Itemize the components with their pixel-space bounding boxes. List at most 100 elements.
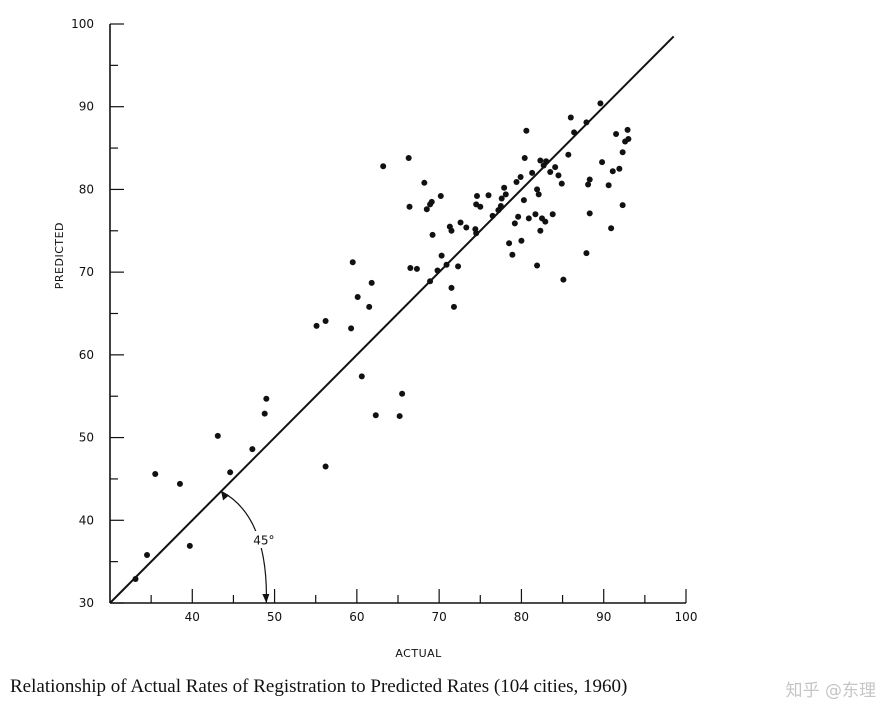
y-tick-label: 80	[79, 182, 94, 196]
data-point	[413, 265, 420, 272]
data-point	[366, 303, 373, 310]
y-tick-label: 100	[71, 17, 94, 31]
reference-line-45-degree: 45°	[109, 35, 675, 604]
data-point	[448, 284, 455, 291]
data-point	[585, 181, 592, 188]
x-tick-label: 50	[267, 610, 282, 624]
data-point	[227, 469, 234, 476]
data-point	[132, 576, 139, 583]
data-point	[186, 542, 193, 549]
data-point	[543, 158, 550, 165]
data-points	[132, 100, 632, 583]
arrow-head-bottom	[262, 594, 270, 603]
x-tick-label: 70	[432, 610, 447, 624]
data-point	[605, 182, 612, 189]
data-point	[372, 412, 379, 419]
data-point	[437, 193, 444, 200]
data-point	[406, 203, 413, 210]
data-point	[625, 135, 632, 142]
data-point	[560, 276, 567, 283]
x-axis-title: ACTUAL	[395, 647, 442, 660]
data-point	[380, 163, 387, 170]
data-point	[583, 119, 590, 126]
data-point	[463, 224, 470, 231]
data-point	[473, 201, 480, 208]
data-point	[599, 159, 606, 166]
data-point	[506, 240, 513, 247]
data-point	[583, 250, 590, 257]
data-point	[348, 325, 355, 332]
data-point	[515, 213, 522, 220]
data-point	[547, 169, 554, 176]
data-point	[534, 262, 541, 269]
data-point	[497, 202, 504, 209]
data-point	[567, 114, 574, 121]
data-point	[513, 178, 520, 185]
data-point	[521, 154, 528, 161]
data-point	[322, 463, 329, 470]
data-point	[552, 164, 559, 171]
data-point	[609, 168, 616, 175]
data-point	[565, 151, 572, 158]
data-point	[558, 180, 565, 187]
data-point	[261, 410, 268, 417]
data-point	[534, 186, 541, 193]
axes	[109, 23, 687, 604]
data-point	[518, 237, 525, 244]
data-point	[176, 480, 183, 487]
data-point	[443, 261, 450, 268]
data-point	[555, 172, 562, 179]
x-tick-label: 40	[185, 610, 200, 624]
data-point	[423, 206, 430, 213]
data-point	[613, 131, 620, 138]
data-point	[489, 212, 496, 219]
data-point	[368, 279, 375, 286]
data-point	[448, 227, 455, 234]
y-tick-label: 40	[79, 513, 94, 527]
data-point	[502, 191, 509, 198]
data-point	[144, 552, 151, 559]
data-point	[214, 432, 221, 439]
data-point	[586, 176, 593, 183]
data-point	[523, 127, 530, 134]
data-point	[619, 149, 626, 156]
data-point	[571, 129, 578, 136]
data-point	[429, 231, 436, 238]
x-tick-label: 90	[596, 610, 611, 624]
data-point	[520, 197, 527, 204]
data-point	[358, 373, 365, 380]
data-point	[532, 211, 539, 218]
angle-label: 45°	[253, 533, 274, 547]
y-tick-label: 50	[79, 431, 94, 445]
arrow-head-top	[221, 491, 230, 501]
watermark: 知乎 @东理	[785, 681, 876, 701]
data-point	[322, 317, 329, 324]
data-point	[473, 230, 480, 237]
data-point	[501, 184, 508, 191]
data-point	[619, 202, 626, 209]
data-point	[407, 265, 414, 272]
data-point	[434, 267, 441, 274]
y-axis-title: PREDICTED	[53, 222, 66, 289]
scatter-chart: 45° 30 40 50 60 70 80 90 100 40 50 60 70 80 90 100 ACTU…	[53, 17, 697, 660]
data-point	[427, 278, 434, 285]
data-point	[608, 225, 615, 232]
data-point	[354, 293, 361, 300]
axis-labels: 30 40 50 60 70 80 90 100 40 50 60 70 80 90 100 ACTUAL PR…	[53, 17, 697, 660]
data-point	[450, 303, 457, 310]
y-tick-label: 70	[79, 265, 94, 279]
data-point	[349, 259, 356, 266]
data-point	[457, 219, 464, 226]
y-tick-label: 30	[79, 596, 94, 610]
data-point	[542, 218, 549, 225]
data-point	[428, 198, 435, 205]
x-tick-label: 60	[349, 610, 364, 624]
angle-label-bg	[248, 531, 279, 549]
data-point	[509, 251, 516, 258]
x-tick-label: 100	[675, 610, 698, 624]
data-point	[517, 174, 524, 181]
data-point	[597, 100, 604, 107]
data-point	[421, 179, 428, 186]
data-point	[498, 195, 505, 202]
data-point	[549, 211, 556, 218]
